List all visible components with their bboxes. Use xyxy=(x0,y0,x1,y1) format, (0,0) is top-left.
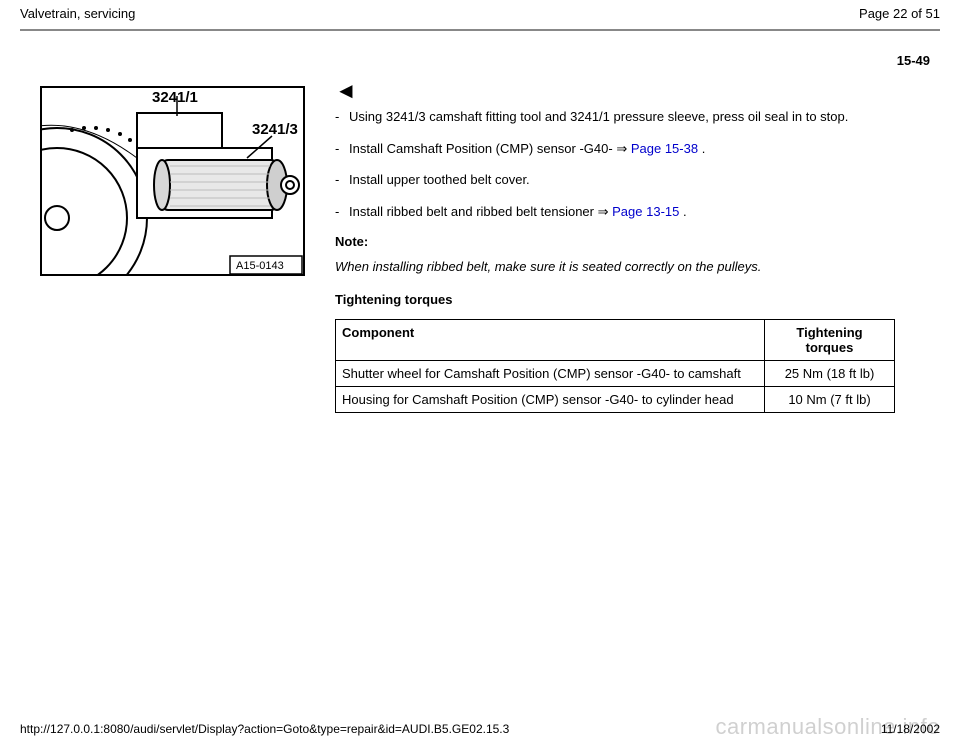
figure-label-top: 3241/1 xyxy=(152,89,198,106)
torques-heading: Tightening torques xyxy=(335,292,940,307)
list-item: - Using 3241/3 camshaft fitting tool and… xyxy=(335,108,940,126)
footer-date: 11/18/2002 xyxy=(881,722,940,736)
doc-title: Valvetrain, servicing xyxy=(20,6,135,21)
table-row: Housing for Camshaft Position (CMP) sens… xyxy=(336,387,895,413)
bullet-list: - Using 3241/3 camshaft fitting tool and… xyxy=(335,108,940,220)
note-label: Note: xyxy=(335,234,940,249)
cell-component: Shutter wheel for Camshaft Position (CMP… xyxy=(336,361,765,387)
figure-plate: A15-0143 xyxy=(236,260,284,272)
bullet-dash: - xyxy=(335,171,349,189)
bullet-pretext: Install Camshaft Position (CMP) sensor -… xyxy=(349,141,616,156)
figure-column: 3241/1 3241/3 A15-0143 xyxy=(20,78,305,413)
table-header-row: Component Tightening torques xyxy=(336,320,895,361)
bullet-text: Install upper toothed belt cover. xyxy=(349,171,940,189)
bullet-text: Install Camshaft Position (CMP) sensor -… xyxy=(349,140,940,158)
cell-torque: 10 Nm (7 ft lb) xyxy=(765,387,895,413)
page-indicator: Page 22 of 51 xyxy=(859,6,940,21)
bullet-dash: - xyxy=(335,108,349,126)
table-row: Shutter wheel for Camshaft Position (CMP… xyxy=(336,361,895,387)
bullet-pretext: Install ribbed belt and ribbed belt tens… xyxy=(349,204,598,219)
figure-label-side: 3241/3 xyxy=(252,121,298,138)
footer-url: http://127.0.0.1:8080/audi/servlet/Displ… xyxy=(20,722,509,736)
page-link[interactable]: Page 13-15 xyxy=(612,204,679,219)
ref-arrow-icon: ⇒ xyxy=(598,204,609,219)
bullet-text: Install ribbed belt and ribbed belt tens… xyxy=(349,203,940,221)
page-header: Valvetrain, servicing Page 22 of 51 xyxy=(0,0,960,25)
main-content: 3241/1 3241/3 A15-0143 ◄ - Using 3241/3 … xyxy=(0,68,960,413)
left-arrow-icon: ◄ xyxy=(335,80,357,102)
page-footer: http://127.0.0.1:8080/audi/servlet/Displ… xyxy=(0,722,960,736)
list-item: - Install upper toothed belt cover. xyxy=(335,171,940,189)
bullet-text: Using 3241/3 camshaft fitting tool and 3… xyxy=(349,108,940,126)
bullet-tail: . xyxy=(702,141,706,156)
page-link[interactable]: Page 15-38 xyxy=(631,141,698,156)
text-column: ◄ - Using 3241/3 camshaft fitting tool a… xyxy=(305,78,940,413)
bullet-tail: . xyxy=(683,204,687,219)
col-component: Component xyxy=(336,320,765,361)
cell-torque: 25 Nm (18 ft lb) xyxy=(765,361,895,387)
section-number: 15-49 xyxy=(0,31,960,68)
cell-component: Housing for Camshaft Position (CMP) sens… xyxy=(336,387,765,413)
technical-figure: 3241/1 3241/3 A15-0143 xyxy=(40,86,305,276)
list-item: - Install Camshaft Position (CMP) sensor… xyxy=(335,140,940,158)
bullet-dash: - xyxy=(335,203,349,221)
col-torque: Tightening torques xyxy=(765,320,895,361)
bullet-dash: - xyxy=(335,140,349,158)
note-text: When installing ribbed belt, make sure i… xyxy=(335,259,940,274)
torques-table: Component Tightening torques Shutter whe… xyxy=(335,319,895,413)
list-item: - Install ribbed belt and ribbed belt te… xyxy=(335,203,940,221)
ref-arrow-icon: ⇒ xyxy=(616,141,627,156)
